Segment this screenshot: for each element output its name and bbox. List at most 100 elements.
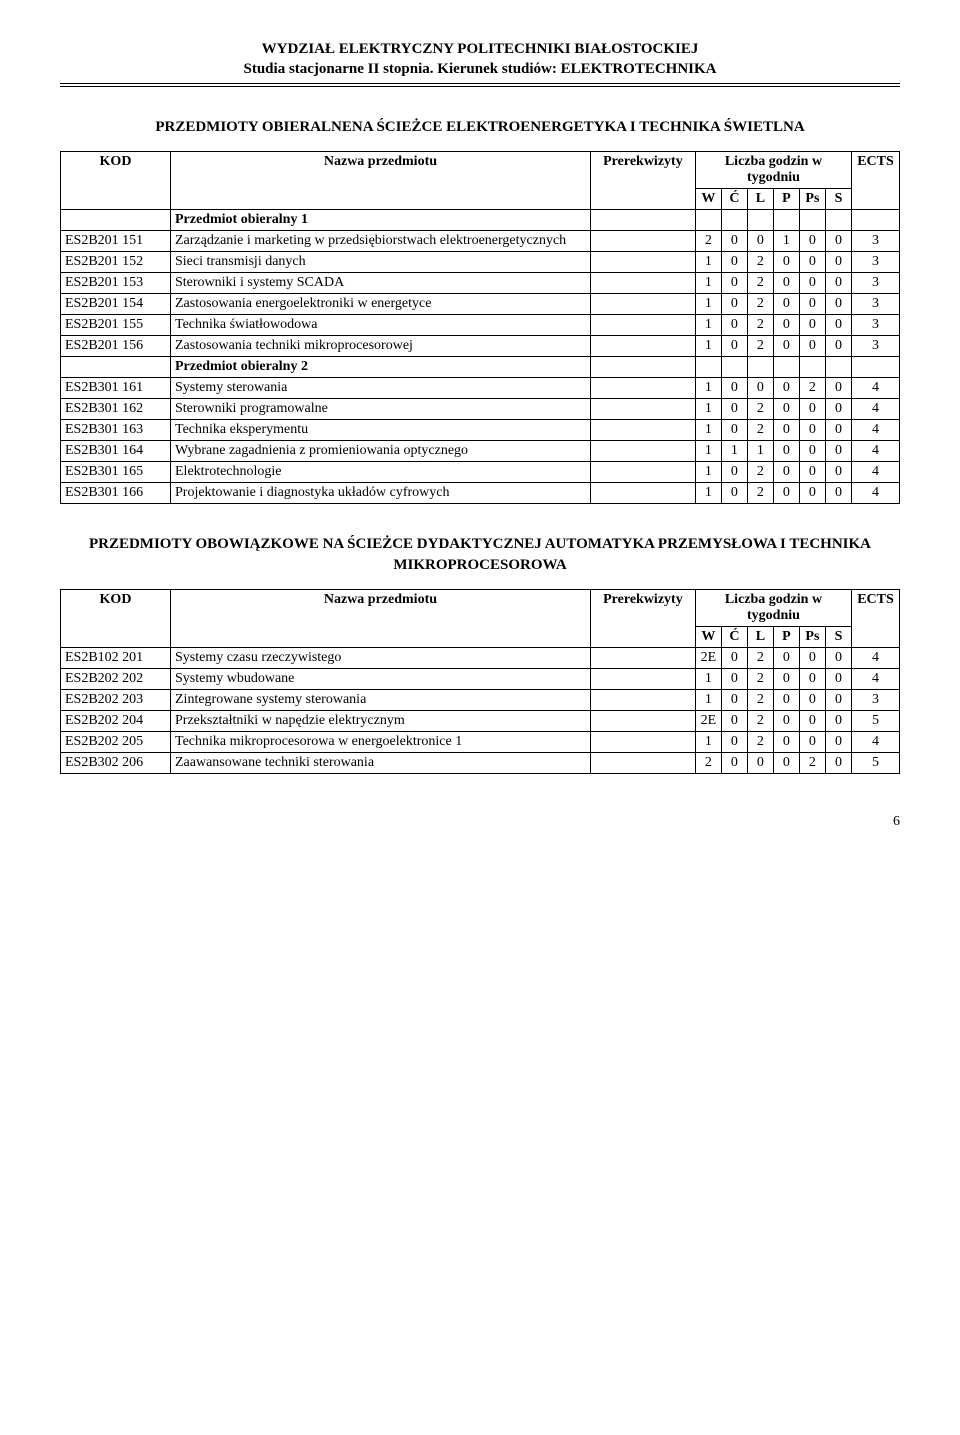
cell-ects: 3: [852, 231, 900, 252]
cell-pre: [590, 731, 695, 752]
cell-ps: 0: [799, 483, 825, 504]
cell-w: 1: [695, 731, 721, 752]
cell-l: 2: [747, 294, 773, 315]
table-row: ES2B301 162Sterowniki programowalne10200…: [61, 399, 900, 420]
cell-l: 1: [747, 441, 773, 462]
cell-w: 1: [695, 420, 721, 441]
col-c: Ć: [721, 189, 747, 210]
table-row: ES2B301 164Wybrane zagadnienia z promien…: [61, 441, 900, 462]
empty-cell: [852, 357, 900, 378]
cell-w: 1: [695, 294, 721, 315]
cell-p: 0: [773, 483, 799, 504]
cell-ps: 0: [799, 294, 825, 315]
cell-name: Zastosowania techniki mikroprocesorowej: [171, 336, 591, 357]
header-line-2: Studia stacjonarne II stopnia. Kierunek …: [60, 60, 900, 80]
table-row: ES2B301 163Technika eksperymentu1020004: [61, 420, 900, 441]
col-l: L: [747, 626, 773, 647]
cell-ects: 3: [852, 315, 900, 336]
cell-c: 0: [721, 399, 747, 420]
cell-kod: ES2B301 165: [61, 462, 171, 483]
cell-name: Elektrotechnologie: [171, 462, 591, 483]
col-l: L: [747, 189, 773, 210]
cell-ects: 4: [852, 420, 900, 441]
cell-ects: 4: [852, 378, 900, 399]
cell-w: 1: [695, 252, 721, 273]
col-lg: Liczba godzin w tygodniu: [695, 589, 851, 626]
cell-p: 1: [773, 231, 799, 252]
cell-name: Projektowanie i diagnostyka układów cyfr…: [171, 483, 591, 504]
cell-l: 2: [747, 731, 773, 752]
cell-ects: 4: [852, 441, 900, 462]
col-ps: Ps: [799, 626, 825, 647]
cell-l: 2: [747, 462, 773, 483]
table-row: ES2B301 165Elektrotechnologie1020004: [61, 462, 900, 483]
cell-c: 0: [721, 668, 747, 689]
col-name: Nazwa przedmiotu: [171, 152, 591, 210]
cell-c: 0: [721, 315, 747, 336]
cell-pre: [590, 462, 695, 483]
cell-kod: ES2B201 151: [61, 231, 171, 252]
table-row: ES2B202 205Technika mikroprocesorowa w e…: [61, 731, 900, 752]
cell-w: 2: [695, 752, 721, 773]
cell-l: 2: [747, 710, 773, 731]
col-ects: ECTS: [852, 152, 900, 210]
col-w: W: [695, 189, 721, 210]
cell-s: 0: [825, 668, 851, 689]
cell-l: 2: [747, 689, 773, 710]
cell-kod: ES2B301 164: [61, 441, 171, 462]
group-label-row: Przedmiot obieralny 1: [61, 210, 900, 231]
cell-w: 1: [695, 668, 721, 689]
cell-p: 0: [773, 647, 799, 668]
table-row: ES2B202 202Systemy wbudowane1020004: [61, 668, 900, 689]
table-row: ES2B301 166Projektowanie i diagnostyka u…: [61, 483, 900, 504]
empty-cell: [747, 357, 773, 378]
header-rule-bottom: [60, 86, 900, 87]
cell-pre: [590, 378, 695, 399]
table-row: ES2B202 204Przekształtniki w napędzie el…: [61, 710, 900, 731]
empty-cell: [825, 210, 851, 231]
cell-c: 0: [721, 336, 747, 357]
cell-s: 0: [825, 731, 851, 752]
cell-s: 0: [825, 689, 851, 710]
cell-w: 1: [695, 483, 721, 504]
cell-ps: 0: [799, 231, 825, 252]
cell-kod: [61, 357, 171, 378]
cell-w: 1: [695, 378, 721, 399]
cell-c: 0: [721, 752, 747, 773]
cell-kod: ES2B202 205: [61, 731, 171, 752]
cell-ects: 5: [852, 752, 900, 773]
cell-pre: [590, 399, 695, 420]
cell-name: Sterowniki programowalne: [171, 399, 591, 420]
table-row: ES2B201 151Zarządzanie i marketing w prz…: [61, 231, 900, 252]
cell-s: 0: [825, 752, 851, 773]
cell-l: 0: [747, 378, 773, 399]
cell-kod: ES2B201 152: [61, 252, 171, 273]
cell-s: 0: [825, 273, 851, 294]
cell-pre: [590, 273, 695, 294]
cell-ps: 2: [799, 752, 825, 773]
cell-ects: 3: [852, 294, 900, 315]
cell-kod: ES2B301 163: [61, 420, 171, 441]
cell-w: 2E: [695, 710, 721, 731]
cell-l: 2: [747, 273, 773, 294]
cell-kod: [61, 210, 171, 231]
cell-pre: [590, 441, 695, 462]
cell-c: 0: [721, 252, 747, 273]
cell-c: 0: [721, 731, 747, 752]
cell-c: 0: [721, 689, 747, 710]
cell-ects: 3: [852, 252, 900, 273]
cell-name: Technika światłowodowa: [171, 315, 591, 336]
table-row: ES2B201 152Sieci transmisji danych102000…: [61, 252, 900, 273]
table-row: ES2B302 206Zaawansowane techniki sterowa…: [61, 752, 900, 773]
cell-kod: ES2B301 166: [61, 483, 171, 504]
cell-ects: 4: [852, 399, 900, 420]
col-p: P: [773, 189, 799, 210]
cell-pre: [590, 315, 695, 336]
cell-pre: [590, 689, 695, 710]
cell-pre: [590, 752, 695, 773]
cell-name: Przekształtniki w napędzie elektrycznym: [171, 710, 591, 731]
empty-cell: [721, 357, 747, 378]
cell-pre: [590, 483, 695, 504]
cell-w: 1: [695, 462, 721, 483]
cell-kod: ES2B301 162: [61, 399, 171, 420]
